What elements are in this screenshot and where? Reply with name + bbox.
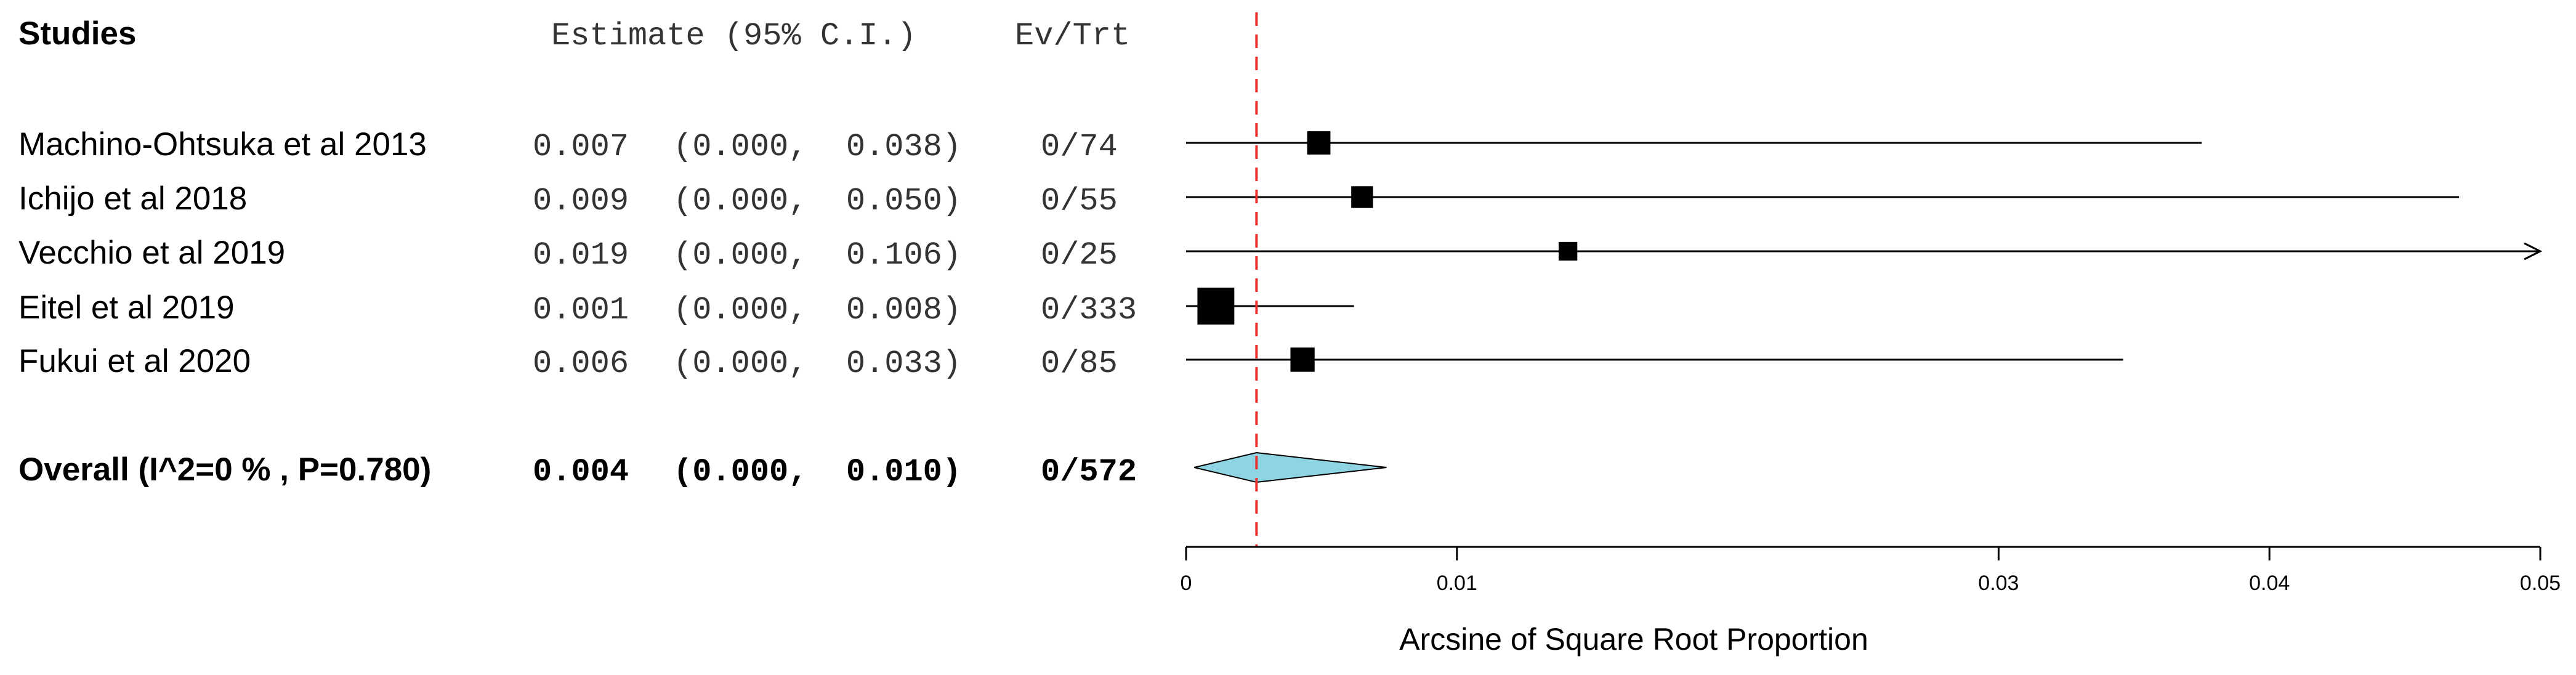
effect-square <box>1351 186 1373 208</box>
x-tick-label: 0 <box>1181 572 1192 595</box>
study-ci: (0.000, 0.038) <box>673 129 961 165</box>
overall-diamond <box>1193 451 1387 483</box>
studies-header: Studies <box>18 15 136 52</box>
x-axis: 0 0.01 0.03 0.04 0.05 Arcsine of Square Root… <box>1181 546 2561 657</box>
overall-row: Overall (I^2=0 % , P=0.780) 0.004 (0.000… <box>18 451 1387 490</box>
study-name: Eitel et al 2019 <box>18 289 235 326</box>
study-row: Vecchio et al 2019 0.019 (0.000, 0.106) 0/2… <box>18 235 2543 273</box>
effect-square <box>1197 288 1235 325</box>
x-axis-ticks: 0 0.01 0.03 0.04 0.05 <box>1181 547 2561 595</box>
study-estimate: 0.019 <box>533 237 629 273</box>
ci-arrow <box>2524 242 2543 261</box>
study-ci: (0.000, 0.033) <box>673 346 961 382</box>
overall-events: 0/572 <box>1041 454 1137 490</box>
study-estimate: 0.001 <box>533 292 629 328</box>
study-estimate: 0.009 <box>533 183 629 219</box>
study-name: Ichijo et al 2018 <box>18 180 247 217</box>
study-events: 0/333 <box>1041 292 1137 328</box>
x-tick-label: 0.05 <box>2520 572 2561 595</box>
study-events: 0/85 <box>1041 346 1118 382</box>
study-events: 0/25 <box>1041 237 1118 273</box>
x-tick-label: 0.04 <box>2249 572 2290 595</box>
effect-square <box>1558 241 1578 261</box>
study-row: Fukui et al 2020 0.006 (0.000, 0.033) 0/85 <box>18 343 2123 382</box>
effect-square <box>1290 347 1315 372</box>
x-tick-label: 0.01 <box>1437 572 1477 595</box>
study-name: Vecchio et al 2019 <box>18 235 285 271</box>
overall-ci: (0.000, 0.010) <box>673 454 961 490</box>
x-tick-label: 0.03 <box>1978 572 2019 595</box>
study-row: Eitel et al 2019 0.001 (0.000, 0.008) 0/333 <box>18 288 1354 328</box>
effect-square <box>1307 131 1331 155</box>
estimate-header: Estimate (95% C.I.) <box>551 18 916 54</box>
study-events: 0/74 <box>1041 129 1118 165</box>
overall-label: Overall (I^2=0 % , P=0.780) <box>18 451 431 488</box>
study-ci: (0.000, 0.106) <box>673 237 961 273</box>
study-estimate: 0.007 <box>533 129 629 165</box>
study-rows: Machino-Ohtsuka et al 2013 0.007 (0.000, 0… <box>18 126 2543 382</box>
study-events: 0/55 <box>1041 183 1118 219</box>
study-ci: (0.000, 0.050) <box>673 183 961 219</box>
study-name: Machino-Ohtsuka et al 2013 <box>18 126 427 163</box>
study-estimate: 0.006 <box>533 346 629 382</box>
study-ci: (0.000, 0.008) <box>673 292 961 328</box>
study-row: Ichijo et al 2018 0.009 (0.000, 0.050) 0/55 <box>18 180 2460 219</box>
study-name: Fukui et al 2020 <box>18 343 251 379</box>
overall-estimate: 0.004 <box>533 454 629 490</box>
study-row: Machino-Ohtsuka et al 2013 0.007 (0.000, 0… <box>18 126 2202 165</box>
ev-trt-header: Ev/Trt <box>1015 18 1130 54</box>
x-axis-label: Arcsine of Square Root Proportion <box>1399 622 1868 657</box>
